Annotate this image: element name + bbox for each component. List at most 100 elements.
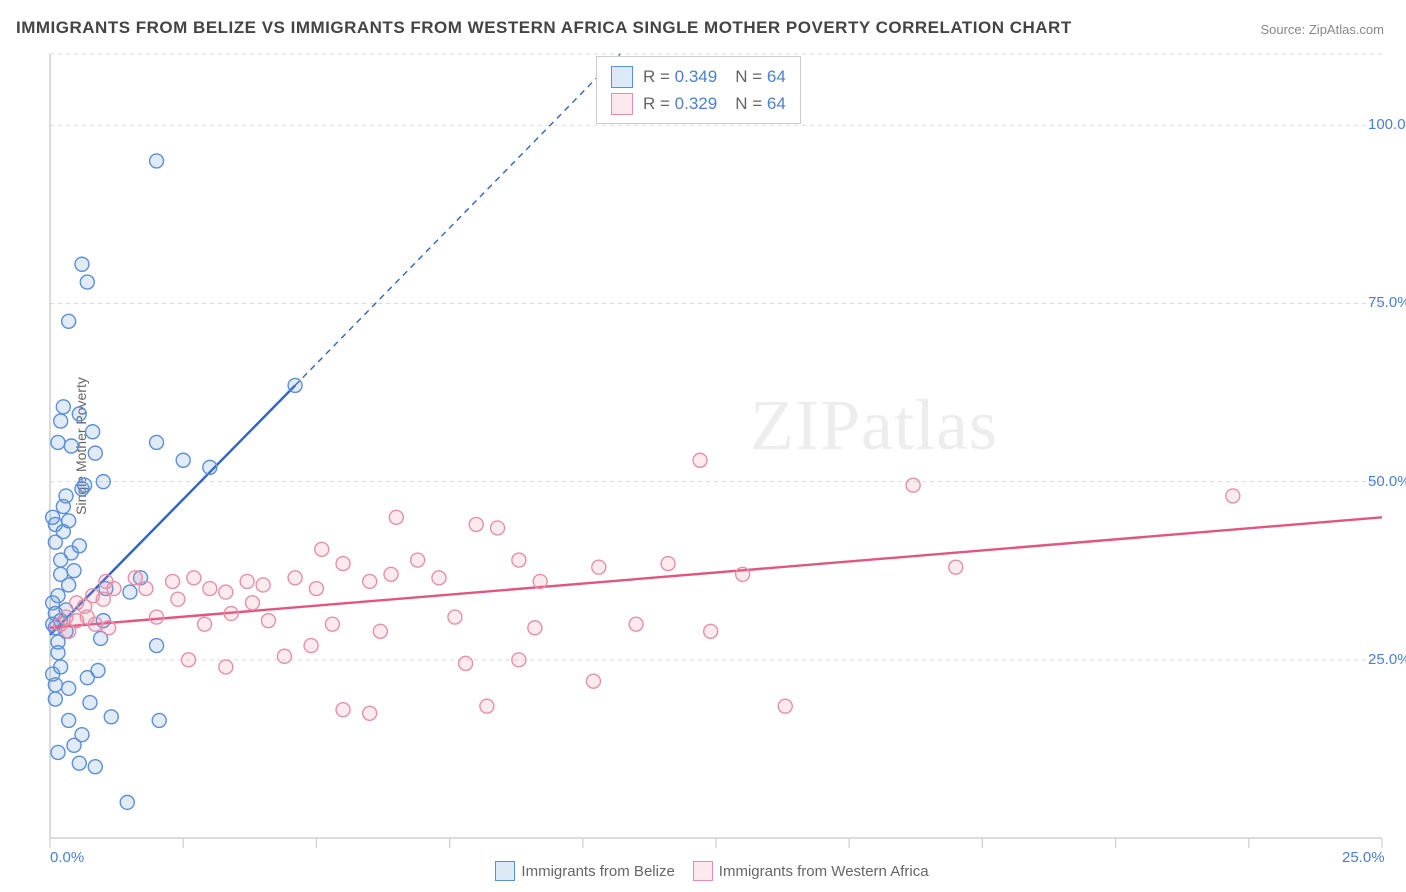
data-point-belize [62,713,76,727]
data-point-western_africa [528,621,542,635]
data-point-belize [67,564,81,578]
data-point-western_africa [448,610,462,624]
data-point-belize [48,692,62,706]
data-point-belize [152,713,166,727]
data-point-western_africa [219,585,233,599]
data-point-western_africa [1226,489,1240,503]
data-point-belize [51,646,65,660]
data-point-belize [88,446,102,460]
data-point-belize [288,378,302,392]
data-point-belize [123,585,137,599]
data-point-belize [83,696,97,710]
data-point-western_africa [96,592,110,606]
source-prefix: Source: [1260,22,1308,37]
source-label: Source: ZipAtlas.com [1260,22,1384,37]
data-point-belize [67,738,81,752]
data-point-belize [46,596,60,610]
data-point-western_africa [736,567,750,581]
data-point-western_africa [304,639,318,653]
data-point-belize [96,475,110,489]
data-point-belize [59,489,73,503]
data-point-belize [176,453,190,467]
r-value: 0.329 [675,94,718,113]
data-point-western_africa [629,617,643,631]
data-point-belize [104,710,118,724]
data-point-western_africa [373,624,387,638]
data-point-western_africa [198,617,212,631]
data-point-belize [72,756,86,770]
source-name: ZipAtlas.com [1309,22,1384,37]
data-point-western_africa [363,574,377,588]
data-point-belize [150,154,164,168]
data-point-western_africa [139,582,153,596]
data-point-belize [48,678,62,692]
data-point-belize [64,439,78,453]
data-point-belize [86,425,100,439]
data-point-western_africa [949,560,963,574]
chart-svg [50,54,1382,838]
data-point-western_africa [88,617,102,631]
data-point-belize [150,435,164,449]
data-point-western_africa [411,553,425,567]
stat-row-western_africa: R = 0.329 N = 64 [611,90,786,117]
data-point-western_africa [150,610,164,624]
data-point-belize [72,539,86,553]
data-point-belize [72,407,86,421]
data-point-western_africa [491,521,505,535]
data-point-western_africa [128,571,142,585]
y-tick-label: 100.0% [1368,116,1406,133]
data-point-western_africa [586,674,600,688]
trend-line-western_africa [50,517,1382,627]
n-label: N = [735,94,767,113]
data-point-western_africa [288,571,302,585]
data-point-belize [62,681,76,695]
r-value: 0.349 [675,67,718,86]
swatch-western_africa [611,93,633,115]
data-point-belize [56,400,70,414]
data-point-western_africa [224,606,238,620]
correlation-stat-box: R = 0.349N = 64R = 0.329N = 64 [596,56,801,124]
data-point-belize [150,639,164,653]
data-point-belize [54,414,68,428]
n-value: 64 [767,94,786,113]
data-point-western_africa [459,656,473,670]
chart-title: IMMIGRANTS FROM BELIZE VS IMMIGRANTS FRO… [16,18,1072,38]
data-point-western_africa [261,614,275,628]
data-point-western_africa [219,660,233,674]
data-point-western_africa [432,571,446,585]
data-point-belize [62,314,76,328]
r-label: R = [643,94,675,113]
data-point-western_africa [389,510,403,524]
data-point-belize [46,510,60,524]
data-point-western_africa [182,653,196,667]
data-point-belize [91,664,105,678]
data-point-belize [203,460,217,474]
legend-swatch-western_africa [693,861,713,881]
data-point-western_africa [693,453,707,467]
data-point-western_africa [480,699,494,713]
data-point-western_africa [325,617,339,631]
data-point-western_africa [102,621,116,635]
data-point-western_africa [315,542,329,556]
y-tick-label: 50.0% [1368,473,1406,490]
y-tick-label: 25.0% [1368,651,1406,668]
data-point-western_africa [277,649,291,663]
data-point-western_africa [309,582,323,596]
data-point-western_africa [512,553,526,567]
data-point-western_africa [661,557,675,571]
trend-line-extrapolated-belize [295,54,620,385]
data-point-western_africa [704,624,718,638]
y-tick-label: 75.0% [1368,294,1406,311]
data-point-western_africa [363,706,377,720]
legend-bottom: Immigrants from BelizeImmigrants from We… [0,862,1406,882]
data-point-belize [78,478,92,492]
stat-row-belize: R = 0.349N = 64 [611,63,786,90]
data-point-western_africa [240,574,254,588]
data-point-western_africa [906,478,920,492]
data-point-western_africa [245,596,259,610]
data-point-belize [88,760,102,774]
legend-label-belize: Immigrants from Belize [521,863,674,880]
data-point-belize [62,514,76,528]
r-label: R = [643,67,675,86]
data-point-western_africa [469,517,483,531]
